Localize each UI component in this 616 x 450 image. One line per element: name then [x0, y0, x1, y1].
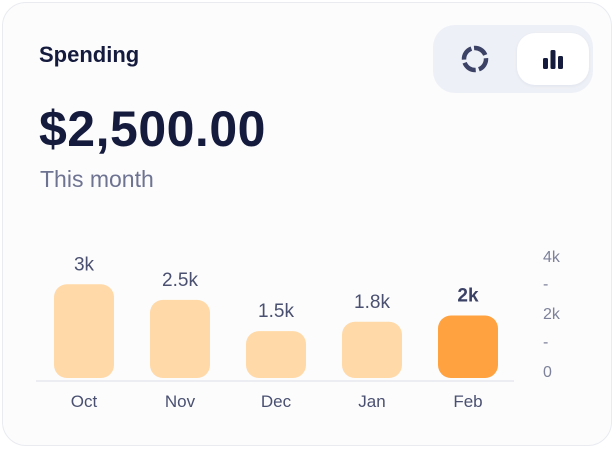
- bar-feb[interactable]: [438, 315, 498, 379]
- bar-jan[interactable]: [342, 321, 402, 378]
- bar-dec[interactable]: [246, 331, 306, 378]
- bar-oct[interactable]: [54, 284, 114, 378]
- y-axis-tick: 2k: [543, 306, 561, 323]
- bar-value-label: 1.8k: [354, 292, 390, 313]
- donut-chart-icon: [461, 45, 489, 73]
- bar-value-label: 3k: [74, 254, 95, 275]
- bar-value-label: 1.5k: [258, 301, 294, 322]
- x-axis-label: Jan: [358, 392, 385, 411]
- y-axis-tick: -: [543, 276, 548, 293]
- bar-nov[interactable]: [150, 299, 210, 378]
- x-axis-label: Nov: [165, 392, 196, 411]
- bar-chart-icon: [543, 50, 563, 69]
- bar-value-label: 2.5k: [162, 270, 198, 291]
- x-axis-label: Oct: [71, 392, 98, 411]
- period-label: This month: [40, 166, 154, 192]
- bar-view-button[interactable]: [517, 33, 589, 85]
- total-amount: $2,500.00: [39, 101, 266, 157]
- y-axis-tick: -: [543, 334, 548, 351]
- y-axis-tick: 4k: [543, 249, 561, 266]
- card-title: Spending: [39, 42, 140, 67]
- chart-view-toggle: [433, 25, 593, 93]
- x-axis-label: Dec: [261, 392, 292, 411]
- x-axis-label: Feb: [453, 392, 482, 411]
- y-axis-tick: 0: [543, 364, 552, 381]
- donut-view-button[interactable]: [439, 33, 511, 85]
- bar-value-label: 2k: [457, 286, 479, 307]
